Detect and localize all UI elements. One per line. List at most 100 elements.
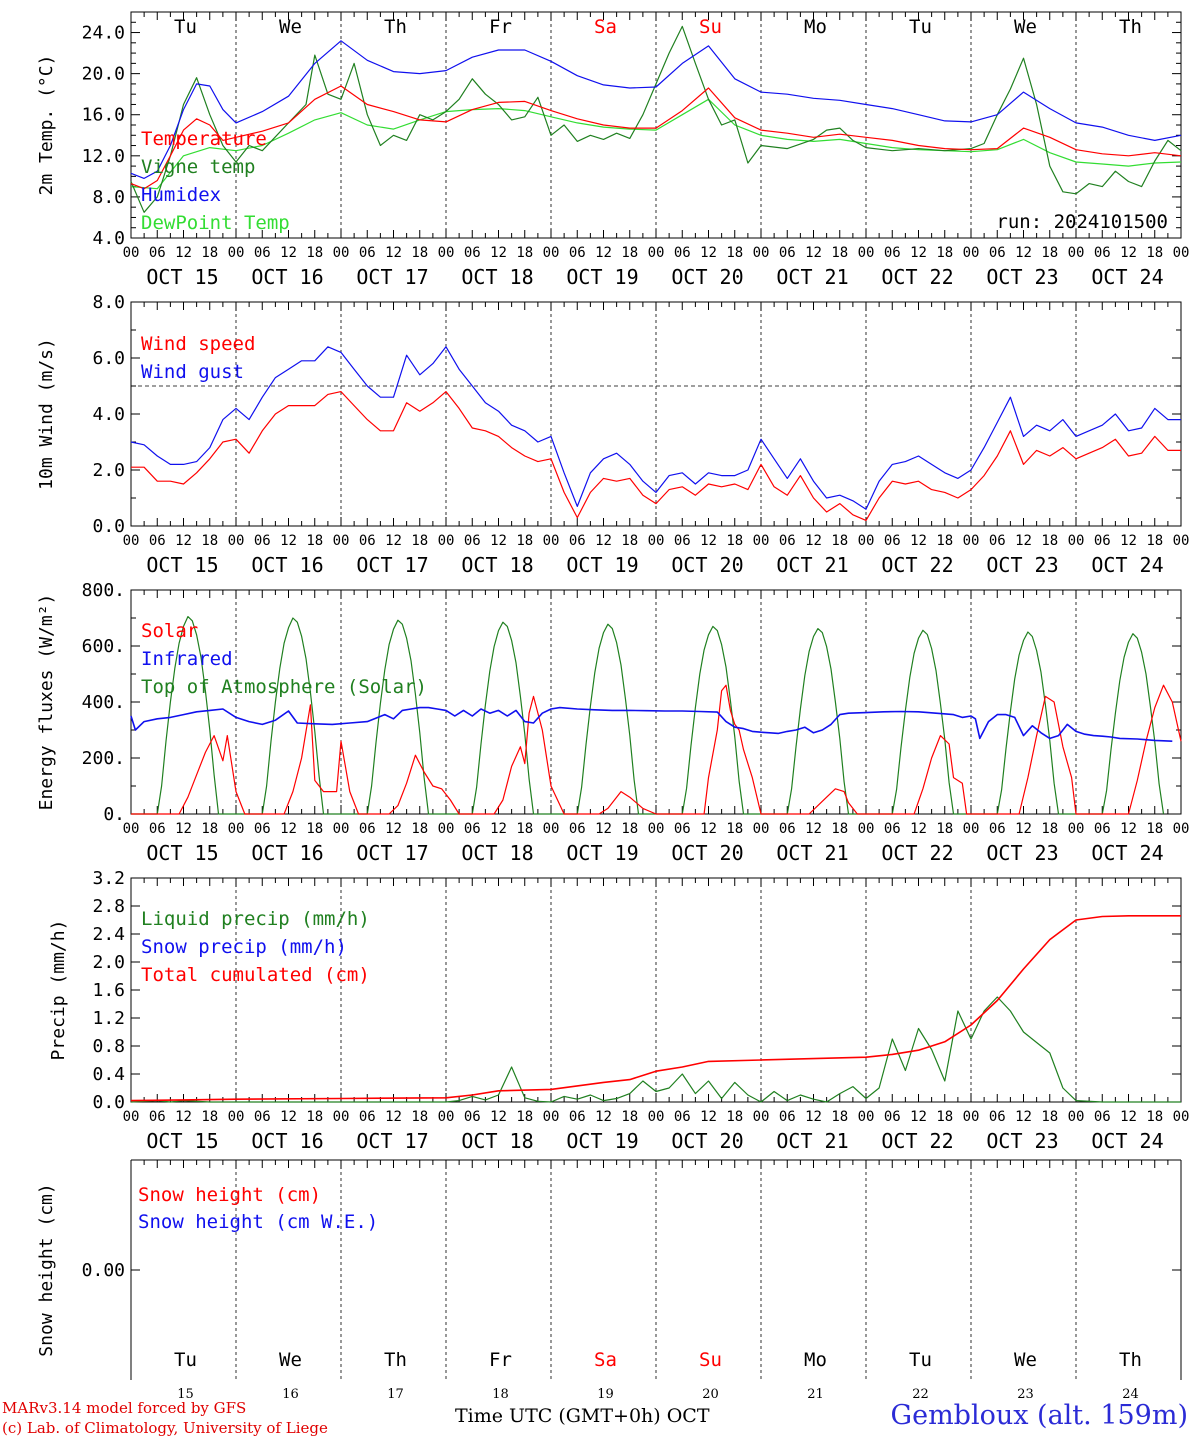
y-tick-label: 3.2 xyxy=(92,868,125,889)
y-axis-label: Precip (mm/h) xyxy=(48,920,69,1061)
date-label: OCT 15 xyxy=(146,1129,218,1153)
hour-tick-label: 00 xyxy=(858,1109,875,1125)
hour-tick-label: 00 xyxy=(438,533,455,549)
hour-tick-label: 00 xyxy=(858,533,875,549)
date-label: OCT 16 xyxy=(251,265,323,289)
hour-tick-label: 06 xyxy=(254,533,271,549)
date-label: OCT 18 xyxy=(461,553,533,577)
date-label: OCT 24 xyxy=(1091,1129,1163,1153)
hour-tick-label: 18 xyxy=(516,533,533,549)
hour-tick-label: 12 xyxy=(700,821,717,837)
hour-tick-label: 06 xyxy=(254,821,271,837)
legend-entry: Wind speed xyxy=(141,333,255,355)
date-label: OCT 22 xyxy=(881,841,953,865)
hour-tick-label: 12 xyxy=(1015,245,1032,261)
y-tick-label: 8.0 xyxy=(92,292,125,313)
panel-3 xyxy=(130,589,1182,815)
hour-tick-label: 12 xyxy=(175,245,192,261)
date-label: OCT 24 xyxy=(1091,265,1163,289)
hour-tick-label: 06 xyxy=(149,1109,166,1125)
y-tick-label: 20.0 xyxy=(82,64,125,85)
hour-tick-label: 06 xyxy=(149,533,166,549)
date-label: OCT 17 xyxy=(356,1129,428,1153)
legend-entry: Temperature xyxy=(141,128,267,150)
hour-tick-label: 12 xyxy=(385,533,402,549)
hour-tick-label: 00 xyxy=(333,245,350,261)
hour-tick-label: 06 xyxy=(674,821,691,837)
hour-tick-label: 00 xyxy=(963,245,980,261)
hour-tick-label: 12 xyxy=(700,1109,717,1125)
weekday-label: Sa xyxy=(594,1349,617,1371)
time-axis-label: Time UTC (GMT+0h) OCT xyxy=(455,1405,710,1427)
hour-tick-label: 06 xyxy=(674,1109,691,1125)
panel-4 xyxy=(130,877,1182,1103)
y-tick-label: 4.0 xyxy=(92,404,125,425)
date-label: OCT 19 xyxy=(566,1129,638,1153)
hour-tick-label: 00 xyxy=(228,533,245,549)
date-label: OCT 20 xyxy=(671,841,743,865)
hour-tick-label: 00 xyxy=(543,533,560,549)
y-tick-label: 1.6 xyxy=(92,980,125,1001)
hour-tick-label: 00 xyxy=(1068,533,1085,549)
day-number: 18 xyxy=(492,1387,509,1402)
hour-tick-label: 12 xyxy=(1120,1109,1137,1125)
date-label: OCT 20 xyxy=(671,265,743,289)
hour-tick-label: 06 xyxy=(569,1109,586,1125)
date-label: OCT 18 xyxy=(461,265,533,289)
hour-tick-label: 00 xyxy=(1173,1109,1190,1125)
hour-tick-label: 18 xyxy=(1041,245,1058,261)
hour-tick-label: 12 xyxy=(385,1109,402,1125)
weekday-label: We xyxy=(279,1349,302,1371)
hour-tick-label: 06 xyxy=(989,533,1006,549)
legend-entry: Snow precip (mm/h) xyxy=(141,936,347,958)
series-line-top-of-atmosphere-solar xyxy=(131,615,1165,815)
hour-tick-label: 00 xyxy=(753,245,770,261)
y-tick-label: 800. xyxy=(82,580,125,601)
y-tick-label: 200. xyxy=(82,748,125,769)
date-label: OCT 20 xyxy=(671,1129,743,1153)
panel-1 xyxy=(130,11,1182,239)
hour-tick-label: 06 xyxy=(674,245,691,261)
date-label: OCT 19 xyxy=(566,841,638,865)
date-label: OCT 24 xyxy=(1091,841,1163,865)
date-label: OCT 23 xyxy=(986,553,1058,577)
hour-tick-label: 18 xyxy=(201,821,218,837)
date-label: OCT 22 xyxy=(881,553,953,577)
hour-tick-label: 00 xyxy=(438,1109,455,1125)
hour-tick-label: 00 xyxy=(963,533,980,549)
run-annotation: run: 2024101500 xyxy=(996,211,1168,233)
date-label: OCT 17 xyxy=(356,265,428,289)
weekday-label: We xyxy=(279,16,302,38)
hour-tick-label: 12 xyxy=(805,821,822,837)
y-tick-label: 24.0 xyxy=(82,23,125,44)
hour-tick-label: 00 xyxy=(1068,245,1085,261)
hour-tick-label: 18 xyxy=(201,245,218,261)
hour-tick-label: 18 xyxy=(621,245,638,261)
hour-tick-label: 00 xyxy=(1173,533,1190,549)
y-tick-label: 16.0 xyxy=(82,105,125,126)
y-tick-label: 2.8 xyxy=(92,896,125,917)
weekday-label: We xyxy=(1014,16,1037,38)
y-tick-label: 1.2 xyxy=(92,1008,125,1029)
hour-tick-label: 18 xyxy=(831,1109,848,1125)
hour-tick-label: 06 xyxy=(1094,821,1111,837)
legend-entry: Humidex xyxy=(141,184,221,206)
date-label: OCT 22 xyxy=(881,265,953,289)
hour-tick-label: 06 xyxy=(779,821,796,837)
legend-entry: Snow height (cm W.E.) xyxy=(138,1211,378,1233)
hour-tick-label: 00 xyxy=(333,1109,350,1125)
y-axis-label: 2m Temp. (°C) xyxy=(36,55,57,196)
hour-tick-label: 12 xyxy=(1015,533,1032,549)
date-label: OCT 21 xyxy=(776,841,848,865)
hour-tick-label: 18 xyxy=(621,1109,638,1125)
date-label: OCT 21 xyxy=(776,1129,848,1153)
weekday-label: Th xyxy=(384,1349,407,1371)
hour-tick-label: 18 xyxy=(306,245,323,261)
series-line-temperature xyxy=(130,85,1182,190)
date-label: OCT 15 xyxy=(146,265,218,289)
y-tick-label: 0.4 xyxy=(92,1064,125,1085)
hour-tick-label: 06 xyxy=(989,821,1006,837)
hour-tick-label: 00 xyxy=(228,821,245,837)
hour-tick-label: 12 xyxy=(280,1109,297,1125)
